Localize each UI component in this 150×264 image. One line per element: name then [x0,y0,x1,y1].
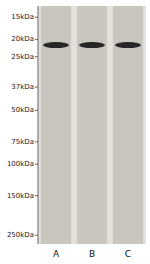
y-tick-label: 250kDa [7,231,34,239]
y-tick [35,87,38,88]
y-tick [35,17,38,18]
lane-label: A [53,249,60,259]
band [79,42,105,48]
y-tick [35,235,38,236]
lane [41,6,71,244]
y-tick [35,141,38,142]
lane [113,6,143,244]
y-tick-label: 20kDa [11,35,34,43]
y-tick [35,195,38,196]
band [115,42,141,48]
lane [77,6,107,244]
y-tick [35,164,38,165]
chart-container: 250kDa 150kDa 100kDa 75kDa 50kDa 37kDa 25kDa 20… [0,0,150,264]
chart-svg: 250kDa 150kDa 100kDa 75kDa 50kDa 37kDa 25kDa 20… [0,0,150,264]
y-axis-line [38,6,39,244]
y-tick [35,56,38,57]
plot-background [38,6,146,244]
y-tick-label: 15kDa [11,13,34,21]
y-tick-label: 75kDa [11,138,34,146]
y-tick-label: 50kDa [11,106,34,114]
bands [43,42,141,48]
lane-label: C [125,249,131,259]
y-tick [35,39,38,40]
y-tick-label: 25kDa [11,53,34,61]
lane-label: B [89,249,95,259]
y-tick-label: 100kDa [7,160,34,168]
y-tick-label: 150kDa [7,192,34,200]
y-tick [35,110,38,111]
y-tick-label: 37kDa [11,83,34,91]
band [43,42,69,48]
